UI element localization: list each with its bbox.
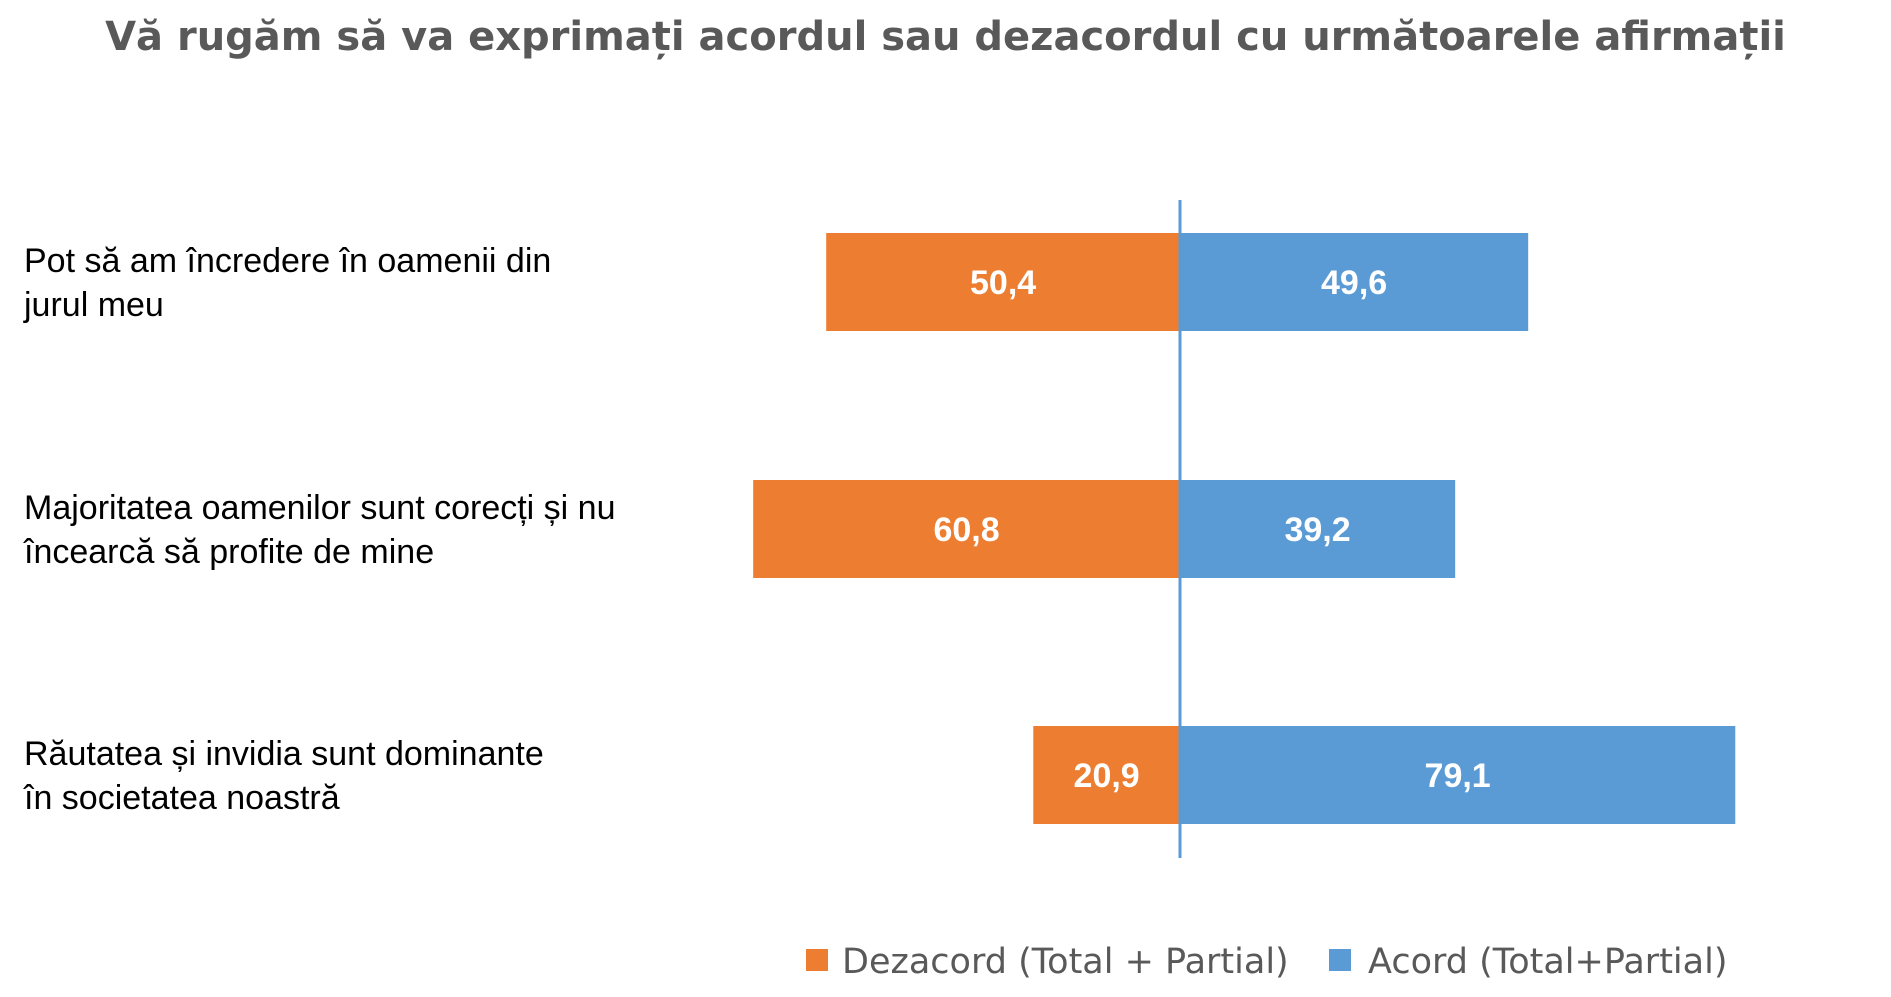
- legend-label-1: Dezacord (Total + Partial): [842, 942, 1289, 982]
- data-label-acord-3: 79,1: [1425, 757, 1491, 795]
- chart-title: Vă rugăm să va exprimați acordul sau dez…: [105, 14, 1786, 60]
- data-label-acord-1: 49,6: [1321, 264, 1387, 302]
- legend-label-2: Acord (Total+Partial): [1368, 942, 1727, 982]
- category-label-3-line-2: în societatea noastră: [23, 779, 340, 817]
- data-label-dezacord-1: 50,4: [970, 264, 1036, 302]
- category-label-2-line-2: încearcă să profite de mine: [23, 533, 434, 571]
- bar-acord-2: [1180, 480, 1456, 578]
- data-label-acord-2: 39,2: [1284, 511, 1350, 549]
- bar-dezacord-1: [826, 233, 1180, 331]
- bar-acord-1: [1180, 233, 1529, 331]
- legend-swatch-1: [806, 949, 828, 971]
- legend-swatch-2: [1329, 949, 1351, 971]
- category-label-3-line-1: Răutatea și invidia sunt dominante: [24, 735, 544, 773]
- data-label-dezacord-2: 60,8: [933, 511, 999, 549]
- category-label-1-line-1: Pot să am încredere în oamenii din: [24, 242, 551, 280]
- bar-dezacord-2: [753, 480, 1180, 578]
- bar-acord-3: [1180, 726, 1736, 824]
- category-label-1-line-2: jurul meu: [23, 286, 164, 324]
- data-label-dezacord-3: 20,9: [1074, 757, 1140, 795]
- category-label-2-line-1: Majoritatea oamenilor sunt corecți și nu: [24, 489, 616, 527]
- bar-dezacord-3: [1033, 726, 1180, 824]
